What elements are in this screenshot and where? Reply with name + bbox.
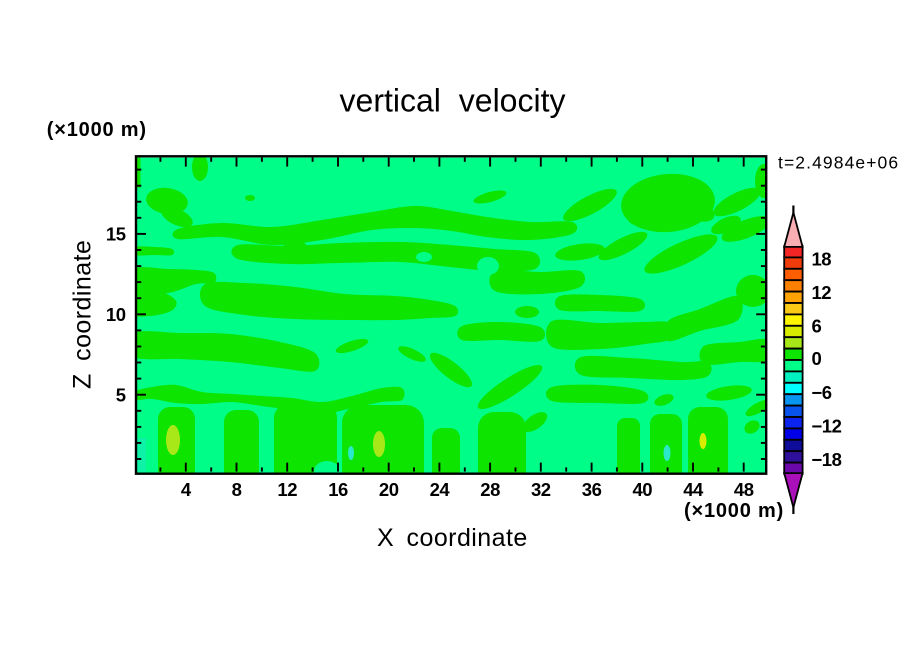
- svg-text:−12: −12: [812, 416, 842, 437]
- svg-text:18: 18: [812, 249, 832, 270]
- svg-text:4: 4: [181, 479, 192, 500]
- svg-text:28: 28: [480, 479, 500, 500]
- svg-text:−18: −18: [812, 449, 842, 470]
- svg-text:6: 6: [812, 316, 822, 337]
- svg-text:0: 0: [812, 348, 822, 369]
- svg-text:8: 8: [232, 479, 242, 500]
- svg-text:48: 48: [734, 479, 754, 500]
- svg-text:(×1000 m): (×1000 m): [47, 119, 147, 141]
- svg-text:15: 15: [106, 224, 126, 245]
- svg-text:24: 24: [430, 479, 451, 500]
- svg-text:X coordinate: X coordinate: [377, 524, 528, 552]
- svg-text:44: 44: [683, 479, 704, 500]
- svg-text:Z coordinate: Z coordinate: [69, 240, 97, 389]
- svg-text:16: 16: [328, 479, 348, 500]
- svg-text:20: 20: [379, 479, 399, 500]
- svg-text:12: 12: [277, 479, 297, 500]
- svg-text:40: 40: [633, 479, 653, 500]
- svg-text:−6: −6: [812, 382, 832, 403]
- svg-text:10: 10: [106, 304, 126, 325]
- svg-text:5: 5: [116, 385, 126, 406]
- svg-text:vertical velocity: vertical velocity: [340, 83, 566, 119]
- svg-text:t=2.4984e+06: t=2.4984e+06: [778, 153, 899, 173]
- svg-text:36: 36: [582, 479, 602, 500]
- svg-text:12: 12: [812, 282, 832, 303]
- svg-text:32: 32: [531, 479, 551, 500]
- svg-text:(×1000 m): (×1000 m): [684, 500, 784, 522]
